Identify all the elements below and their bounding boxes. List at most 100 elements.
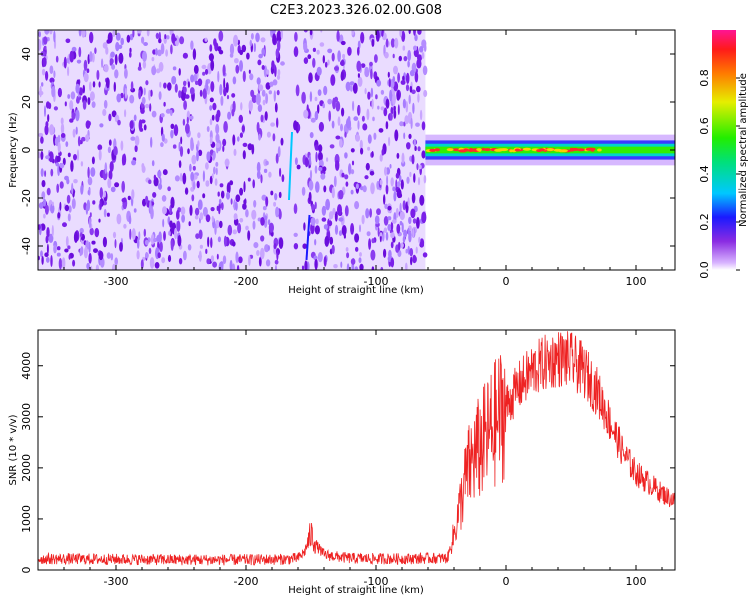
noise-blob — [72, 259, 76, 267]
noise-blob — [42, 57, 47, 67]
noise-blob — [354, 233, 360, 243]
noise-blob — [48, 102, 52, 110]
noise-blob — [405, 72, 410, 84]
noise-blob — [173, 124, 179, 137]
noise-blob — [182, 52, 188, 59]
noise-blob — [169, 220, 173, 228]
noise-blob — [383, 107, 388, 117]
noise-blob — [237, 136, 240, 142]
noise-blob — [103, 99, 108, 109]
noise-blob — [340, 40, 346, 46]
noise-blob — [199, 89, 203, 97]
noise-blob — [417, 30, 422, 35]
noise-blob — [44, 170, 47, 178]
noise-blob — [212, 102, 217, 111]
noise-blob — [258, 53, 263, 59]
noise-blob — [215, 142, 221, 148]
noise-blob — [249, 39, 252, 47]
noise-blob — [218, 30, 224, 42]
noise-blob — [310, 117, 316, 123]
noise-blob — [56, 155, 61, 162]
noise-blob — [81, 30, 86, 38]
noise-blob — [179, 36, 185, 45]
noise-blob — [274, 259, 279, 265]
noise-blob — [102, 108, 107, 117]
noise-blob — [223, 121, 228, 133]
noise-blob — [193, 73, 198, 83]
noise-blob — [48, 151, 54, 163]
noise-blob — [181, 214, 186, 223]
noise-blob — [99, 123, 104, 128]
noise-blob — [211, 173, 214, 179]
noise-blob — [396, 152, 400, 159]
noise-blob — [141, 36, 145, 44]
noise-blob — [345, 181, 349, 187]
noise-blob — [251, 209, 257, 220]
noise-blob — [159, 81, 162, 88]
streak — [288, 131, 293, 201]
noise-blob — [145, 195, 149, 204]
noise-blob — [91, 156, 95, 165]
noise-blob — [350, 258, 356, 265]
noise-blob — [87, 176, 93, 186]
noise-blob — [189, 115, 194, 120]
noise-blob — [115, 41, 120, 52]
noise-blob — [215, 167, 218, 176]
noise-blob — [275, 206, 280, 218]
noise-blob — [160, 113, 165, 118]
noise-blob — [405, 248, 408, 254]
noise-blob — [190, 40, 194, 50]
noise-blob — [58, 258, 63, 270]
noise-blob — [191, 154, 197, 165]
noise-blob — [150, 207, 154, 220]
noise-blob — [71, 182, 74, 195]
x-tick-label: -300 — [104, 575, 129, 588]
noise-blob — [257, 59, 262, 66]
noise-blob — [221, 202, 224, 211]
noise-blob — [170, 109, 173, 116]
noise-blob — [77, 136, 81, 147]
noise-blob — [370, 87, 374, 98]
noise-blob — [252, 220, 256, 230]
noise-blob — [349, 81, 355, 86]
noise-blob — [162, 169, 168, 176]
noise-blob — [399, 220, 403, 226]
noise-blob — [152, 49, 157, 55]
noise-blob — [59, 162, 65, 169]
noise-blob — [325, 198, 330, 211]
noise-blob — [114, 54, 118, 66]
noise-blob — [41, 82, 44, 87]
noise-blob — [396, 223, 401, 234]
noise-blob — [124, 68, 128, 79]
noise-blob — [133, 208, 137, 213]
noise-blob — [367, 146, 371, 151]
noise-blob — [117, 119, 121, 126]
noise-blob — [96, 69, 100, 81]
noise-blob — [68, 254, 71, 260]
noise-blob — [261, 89, 266, 97]
noise-blob — [132, 30, 135, 38]
noise-blob — [393, 109, 397, 119]
snr-xlabel: Height of straight line (km) — [288, 585, 424, 596]
noise-blob — [233, 218, 239, 226]
noise-blob — [38, 38, 42, 51]
noise-blob — [80, 184, 84, 195]
noise-blob — [86, 262, 90, 270]
noise-blob — [327, 48, 333, 54]
noise-blob — [350, 148, 355, 153]
noise-blob — [351, 30, 355, 36]
noise-blob — [385, 184, 389, 195]
noise-blob — [222, 64, 226, 76]
noise-blob — [46, 187, 51, 196]
noise-blob — [91, 101, 96, 108]
noise-blob — [384, 203, 388, 209]
noise-blob — [339, 138, 343, 148]
noise-blob — [142, 60, 147, 69]
noise-blob — [67, 94, 71, 99]
noise-blob — [393, 65, 398, 75]
noise-blob — [255, 93, 261, 105]
noise-blob — [114, 182, 120, 188]
noise-blob — [235, 194, 241, 202]
noise-blob — [83, 246, 88, 259]
